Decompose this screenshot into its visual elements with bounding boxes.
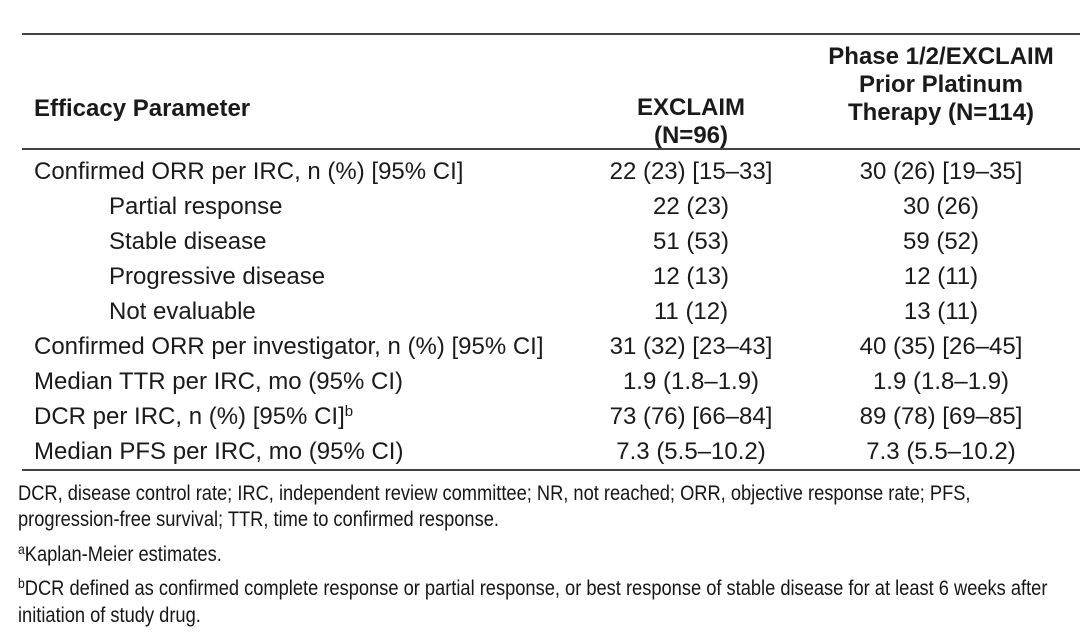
exclaim-value: 1.9 (1.8–1.9) [622, 367, 760, 395]
table-row-dcr: DCR per IRC, n (%) [95% CI]b 73 (76) [66… [22, 399, 1080, 434]
table-footnotes: DCR, disease control rate; IRC, independ… [18, 481, 1075, 636]
header-phase12-prior-platinum: Phase 1/2/EXCLAIM Prior Platinum Therapy… [802, 35, 1080, 148]
efficacy-table: Efficacy Parameter EXCLAIM (N=96) Phase … [22, 33, 1080, 472]
table-row-progressive-disease: Progressive disease 12 (13) 12 (11) [22, 260, 1080, 295]
table-header-row: Efficacy Parameter EXCLAIM (N=96) Phase … [22, 35, 1080, 150]
row-label: Stable disease [109, 228, 267, 256]
footnote-b-text: DCR defined as confirmed complete respon… [18, 577, 1048, 627]
row-label: Median TTR per IRC, mo (95% CI) [34, 367, 403, 395]
footnote-b-marker: b [344, 402, 354, 420]
header-exclaim: EXCLAIM (N=96) [580, 35, 802, 149]
phase-value: 40 (35) [26–45] [859, 332, 1023, 360]
table-row-orr-investigator: Confirmed ORR per investigator, n (%) [9… [22, 329, 1080, 364]
row-label: Confirmed ORR per investigator, n (%) [9… [34, 332, 544, 360]
table-row-stable-disease: Stable disease 51 (53) 59 (52) [22, 225, 1080, 260]
phase-value: 30 (26) [19–35] [859, 158, 1023, 186]
footnote-a: aKaplan-Meier estimates. [18, 541, 1075, 569]
exclaim-value: 11 (12) [653, 298, 729, 325]
footnote-a-text: Kaplan-Meier estimates. [24, 543, 222, 566]
exclaim-value: 22 (23) [15–33] [609, 158, 773, 186]
row-label: DCR per IRC, n (%) [95% CI] [34, 402, 345, 430]
exclaim-value: 51 (53) [652, 228, 730, 256]
footnote-b-marker: b [18, 575, 25, 591]
table-row-median-ttr: Median TTR per IRC, mo (95% CI) 1.9 (1.8… [22, 364, 1080, 399]
exclaim-value: 22 (23) [652, 193, 730, 221]
header-col1-label: Efficacy Parameter [34, 95, 251, 122]
exclaim-value: 12 (13) [652, 263, 730, 291]
table-row-partial-response: Partial response 22 (23) 30 (26) [22, 190, 1080, 225]
footnote-b: bDCR defined as confirmed complete respo… [18, 575, 1075, 629]
header-col3-line3: Therapy (N=114) [847, 99, 1035, 126]
phase-value: 59 (52) [902, 228, 980, 256]
abbreviations-footnote: DCR, disease control rate; IRC, independ… [18, 482, 971, 531]
header-col2-line1: EXCLAIM [637, 94, 745, 121]
header-col2-line2: (N=96) [653, 122, 729, 149]
row-label: Progressive disease [109, 263, 326, 291]
row-label: Not evaluable [109, 298, 256, 325]
exclaim-value: 31 (32) [23–43] [609, 332, 773, 360]
row-label: Partial response [109, 193, 283, 221]
phase-value: 12 (11) [903, 263, 979, 291]
phase-value: 1.9 (1.8–1.9) [872, 367, 1010, 395]
row-label: Median PFS per IRC, mo (95% CI) [34, 437, 404, 465]
table-row-median-pfs: Median PFS per IRC, mo (95% CI) 7.3 (5.5… [22, 434, 1080, 469]
phase-value: 7.3 (5.5–10.2) [866, 437, 1016, 465]
exclaim-value: 7.3 (5.5–10.2) [616, 437, 766, 465]
header-col3-line2: Prior Platinum [858, 71, 1024, 98]
exclaim-value: 73 (76) [66–84] [609, 402, 773, 430]
header-col3-line1: Phase 1/2/EXCLAIM [828, 43, 1054, 70]
table-row-not-evaluable: Not evaluable 11 (12) 13 (11) [22, 295, 1080, 330]
table-body: Confirmed ORR per IRC, n (%) [95% CI] 22… [22, 150, 1080, 472]
table-row-orr-irc: Confirmed ORR per IRC, n (%) [95% CI] 22… [22, 155, 1080, 190]
efficacy-table-figure: Efficacy Parameter EXCLAIM (N=96) Phase … [18, 33, 1080, 627]
footnote-a-marker: a [18, 541, 25, 557]
row-label: Confirmed ORR per IRC, n (%) [95% CI] [34, 158, 464, 186]
phase-value: 30 (26) [902, 193, 980, 221]
phase-value: 89 (78) [69–85] [859, 402, 1023, 430]
row-label-with-footnote: DCR per IRC, n (%) [95% CI]b [22, 403, 580, 431]
header-efficacy-parameter: Efficacy Parameter [22, 35, 580, 148]
phase-value: 13 (11) [903, 298, 979, 325]
